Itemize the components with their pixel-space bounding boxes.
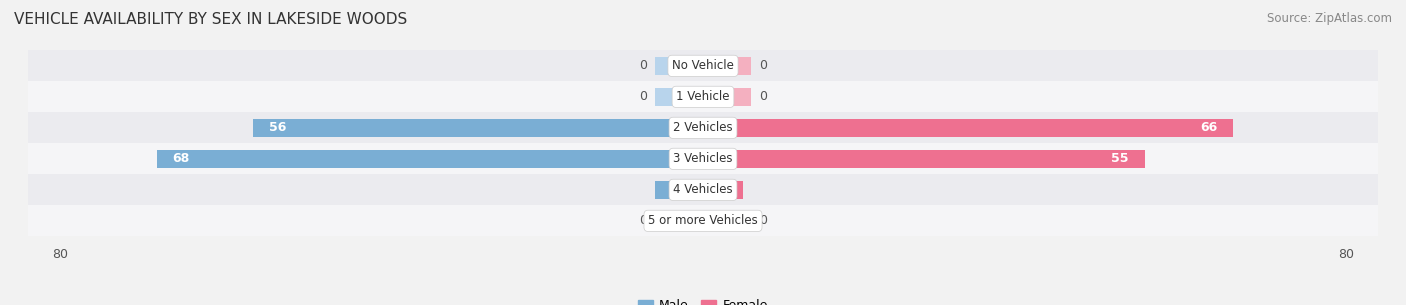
- Legend: Male, Female: Male, Female: [633, 294, 773, 305]
- Bar: [0, 143, 1406, 174]
- Bar: [655, 56, 703, 75]
- Text: VEHICLE AVAILABILITY BY SEX IN LAKESIDE WOODS: VEHICLE AVAILABILITY BY SEX IN LAKESIDE …: [14, 12, 408, 27]
- Bar: [703, 212, 751, 230]
- Bar: [0, 81, 1406, 112]
- Text: 1 Vehicle: 1 Vehicle: [676, 90, 730, 103]
- Bar: [703, 88, 751, 106]
- Bar: [0, 205, 1406, 236]
- Bar: [703, 56, 751, 75]
- Text: 0: 0: [638, 214, 647, 227]
- Text: 56: 56: [269, 121, 287, 134]
- Text: No Vehicle: No Vehicle: [672, 59, 734, 72]
- Bar: [703, 149, 1144, 168]
- Text: 0: 0: [638, 59, 647, 72]
- Bar: [156, 149, 703, 168]
- Text: 55: 55: [1111, 152, 1129, 165]
- Text: 0: 0: [638, 90, 647, 103]
- Bar: [703, 119, 1233, 137]
- Text: 4 Vehicles: 4 Vehicles: [673, 183, 733, 196]
- Bar: [0, 112, 1406, 143]
- Text: 5: 5: [718, 183, 727, 196]
- Bar: [703, 181, 744, 199]
- Text: Source: ZipAtlas.com: Source: ZipAtlas.com: [1267, 12, 1392, 25]
- Bar: [655, 181, 703, 199]
- Text: 2 Vehicles: 2 Vehicles: [673, 121, 733, 134]
- Bar: [253, 119, 703, 137]
- Bar: [0, 174, 1406, 205]
- Bar: [0, 50, 1406, 81]
- Bar: [655, 212, 703, 230]
- Text: 0: 0: [759, 59, 768, 72]
- Bar: [655, 88, 703, 106]
- Text: 3 Vehicles: 3 Vehicles: [673, 152, 733, 165]
- Text: 68: 68: [173, 152, 190, 165]
- Text: 0: 0: [759, 90, 768, 103]
- Text: 6: 6: [671, 183, 679, 196]
- Text: 5 or more Vehicles: 5 or more Vehicles: [648, 214, 758, 227]
- Text: 66: 66: [1199, 121, 1218, 134]
- Text: 0: 0: [759, 214, 768, 227]
